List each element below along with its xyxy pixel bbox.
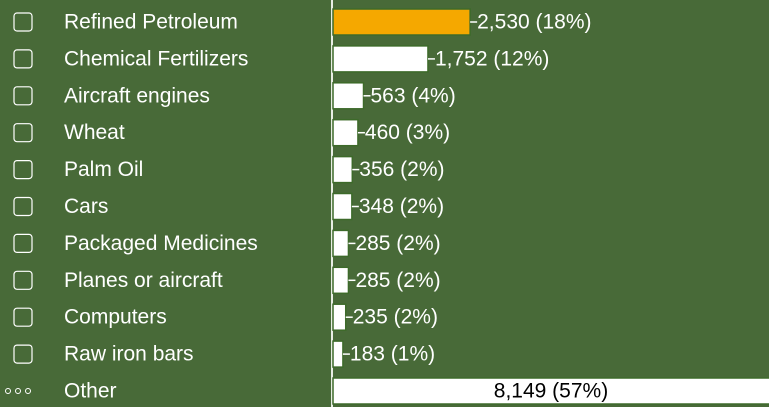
category-label: Refined Petroleum <box>64 11 238 34</box>
category-label: Palm Oil <box>64 158 143 181</box>
bar <box>332 303 347 331</box>
icon <box>15 388 21 394</box>
category-label: Computers <box>64 306 167 329</box>
data-label: 285 (2%) <box>355 269 440 292</box>
bar <box>332 377 769 405</box>
icon <box>13 12 33 32</box>
icon <box>13 233 33 253</box>
category-label: Other <box>64 380 117 403</box>
icon <box>13 86 33 106</box>
data-label: 356 (2%) <box>359 158 444 181</box>
bar <box>332 45 429 73</box>
icon <box>25 388 31 394</box>
bar <box>332 82 365 110</box>
bar <box>332 192 353 221</box>
bar <box>332 155 354 184</box>
icon <box>13 196 33 217</box>
bar <box>332 340 344 368</box>
data-label: 8,149 (57%) <box>494 380 608 403</box>
category-label: Planes or aircraft <box>64 269 223 292</box>
bar <box>332 229 350 258</box>
icon <box>13 49 33 69</box>
category-label: Wheat <box>64 121 125 144</box>
data-label: 1,752 (12%) <box>435 47 549 70</box>
bar <box>332 266 350 295</box>
icon <box>13 123 33 143</box>
icon <box>5 388 11 394</box>
icon <box>13 307 33 327</box>
category-label: Chemical Fertilizers <box>64 47 248 70</box>
category-label: Aircraft engines <box>64 84 210 107</box>
icon <box>13 160 33 180</box>
data-label: 563 (4%) <box>371 84 456 107</box>
icon <box>13 270 33 290</box>
data-label: 183 (1%) <box>350 343 435 366</box>
bar <box>332 118 359 147</box>
data-label: 285 (2%) <box>355 232 440 255</box>
data-label: 235 (2%) <box>353 306 438 329</box>
data-label: 460 (3%) <box>365 121 450 144</box>
data-label: 348 (2%) <box>359 195 444 218</box>
icon <box>13 344 33 364</box>
data-label: 2,530 (18%) <box>477 11 591 34</box>
category-label: Cars <box>64 195 108 218</box>
category-label: Packaged Medicines <box>64 232 258 255</box>
bar <box>332 8 471 36</box>
category-label: Raw iron bars <box>64 343 194 366</box>
